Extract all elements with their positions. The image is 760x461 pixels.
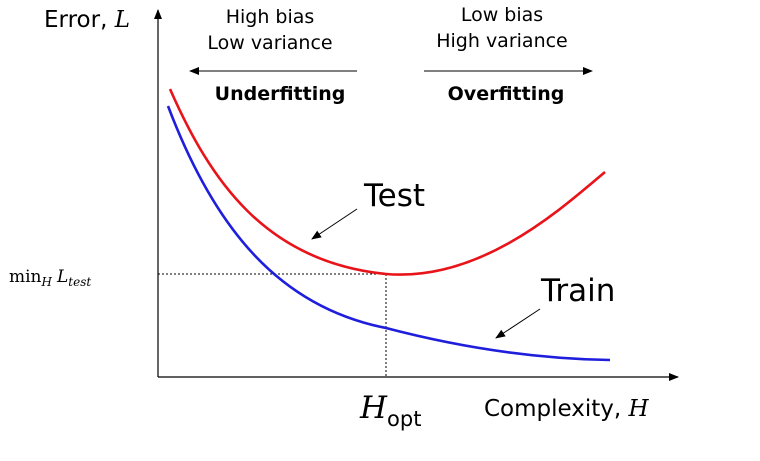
- min-test-error-label: minH Ltest: [9, 267, 91, 289]
- left-region-line2: Low variance: [207, 32, 332, 54]
- test-label: Test: [363, 178, 425, 214]
- right-region-line1: Low bias: [461, 4, 543, 26]
- right-region-line2: High variance: [436, 30, 568, 52]
- test-curve: [168, 88, 606, 276]
- x-axis-label: Complexity, H: [484, 396, 650, 422]
- underfitting-label: Underfitting: [215, 83, 346, 105]
- train-curve: [166, 105, 611, 362]
- y-axis-label: Error, L: [44, 7, 130, 33]
- h-opt-label: Hopt: [359, 390, 421, 431]
- overfitting-label: Overfitting: [448, 83, 565, 105]
- test-pointer-arrow: [311, 208, 358, 240]
- train-label: Train: [540, 273, 615, 309]
- left-region-line1: High bias: [226, 6, 315, 28]
- train-pointer-arrow: [495, 308, 541, 339]
